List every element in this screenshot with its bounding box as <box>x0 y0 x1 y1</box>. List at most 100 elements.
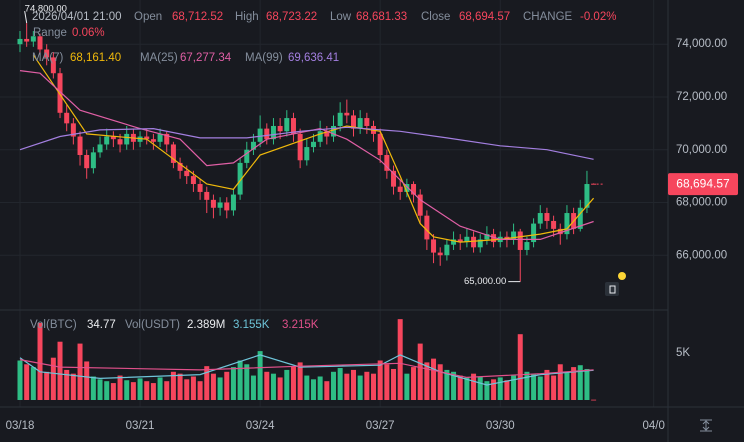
volume-bar <box>104 381 110 400</box>
volume-bar <box>164 381 170 400</box>
candle-body <box>84 155 90 169</box>
volume-bar <box>244 364 250 400</box>
volume-bar <box>524 371 530 400</box>
volume-bar <box>197 381 203 400</box>
candle-body <box>451 239 457 245</box>
volume-bar <box>304 375 310 400</box>
low-value: 68,681.33 <box>356 11 407 23</box>
volume-bar <box>64 369 70 400</box>
volume-bar <box>224 371 230 400</box>
volume-bar <box>557 364 563 400</box>
candle-body <box>524 242 530 250</box>
candle-body <box>317 131 323 142</box>
volume-bar <box>357 375 363 400</box>
open-value: 68,712.52 <box>172 11 223 23</box>
volume-bar <box>531 373 537 400</box>
candle-body <box>517 231 523 250</box>
volume-bar <box>50 357 56 400</box>
volume-bar <box>551 375 557 400</box>
volume-bar <box>377 360 383 400</box>
volume-bar <box>264 371 270 400</box>
candle-body <box>170 144 176 163</box>
alert-dot[interactable] <box>618 272 626 280</box>
candle-body <box>17 38 23 45</box>
scale-icon[interactable] <box>700 419 712 432</box>
volume-bar <box>117 375 123 400</box>
ma-value: 67,277.34 <box>180 52 232 64</box>
volume-bar <box>371 373 377 400</box>
candle-body <box>337 112 343 126</box>
x-tick-label: 03/21 <box>126 420 155 432</box>
vol-label: Vol(USDT) <box>125 319 180 331</box>
volume-bar <box>317 376 323 400</box>
candle-body <box>377 133 383 155</box>
candle-body <box>557 228 563 235</box>
candle-body <box>344 112 350 116</box>
candle-body <box>24 38 30 42</box>
event-icon[interactable] <box>605 282 619 296</box>
volume-bar <box>184 379 190 400</box>
volume-bar <box>477 376 483 400</box>
candle-body <box>531 223 537 243</box>
volume-bar <box>84 361 90 400</box>
candle-body <box>464 236 470 243</box>
volume-bar <box>157 377 163 400</box>
volume-bar <box>544 369 550 400</box>
volume-bar <box>484 381 490 400</box>
volume-bar <box>30 367 36 400</box>
x-tick-label: 03/30 <box>486 420 515 432</box>
volume-ma-line <box>19 359 594 379</box>
volume-bar <box>17 360 23 400</box>
volume-bar <box>571 367 577 400</box>
volume-bar <box>384 364 390 400</box>
candle-body <box>124 133 130 145</box>
y-tick-label: 70,000.00 <box>676 144 727 156</box>
volume-bar <box>124 380 130 400</box>
volume-bar <box>44 371 50 400</box>
volume-bar <box>457 375 463 400</box>
candle-body <box>110 136 116 140</box>
max-pointer <box>24 11 28 24</box>
close-value: 68,694.57 <box>459 11 510 23</box>
volume-bar <box>237 360 243 400</box>
candle-body <box>64 112 70 124</box>
volume-bar <box>417 343 423 400</box>
vol-label: Vol(BTC) <box>30 319 77 331</box>
volume-bar <box>297 362 303 400</box>
candle-body <box>324 131 330 137</box>
volume-bar <box>491 379 497 400</box>
candle-body <box>471 236 477 248</box>
volume-ma-line <box>19 354 594 386</box>
volume-bar <box>284 369 290 400</box>
event-icon-glyph <box>609 285 616 294</box>
volume-bar <box>57 341 63 400</box>
candle-body <box>164 133 170 145</box>
candle-body <box>564 213 570 235</box>
y-tick-label: 74,000.00 <box>676 38 727 50</box>
volume-bar <box>230 367 236 400</box>
candle-body <box>144 136 150 140</box>
volume-bar <box>70 373 76 400</box>
vol-value: 2.389M <box>187 319 225 331</box>
volume-bar <box>437 364 443 400</box>
candle-body <box>90 152 96 169</box>
volume-bar <box>444 369 450 400</box>
candle-body <box>591 183 597 185</box>
ma-line <box>32 54 595 243</box>
candle-body <box>230 194 236 211</box>
candle-body <box>50 57 56 74</box>
candle-body <box>117 139 123 145</box>
candle-body <box>330 125 336 137</box>
candle-body <box>431 239 437 253</box>
volume-bar <box>77 343 83 400</box>
volume-bar <box>177 373 183 400</box>
candle-body <box>290 118 296 134</box>
candle-body <box>551 220 557 229</box>
volume-bar <box>451 371 457 400</box>
volume-bar <box>511 375 517 400</box>
last-price-tag <box>668 173 738 196</box>
candle-body <box>437 252 443 256</box>
candle-body <box>217 202 223 208</box>
volume-bar <box>257 351 263 400</box>
candle-body <box>584 184 590 208</box>
